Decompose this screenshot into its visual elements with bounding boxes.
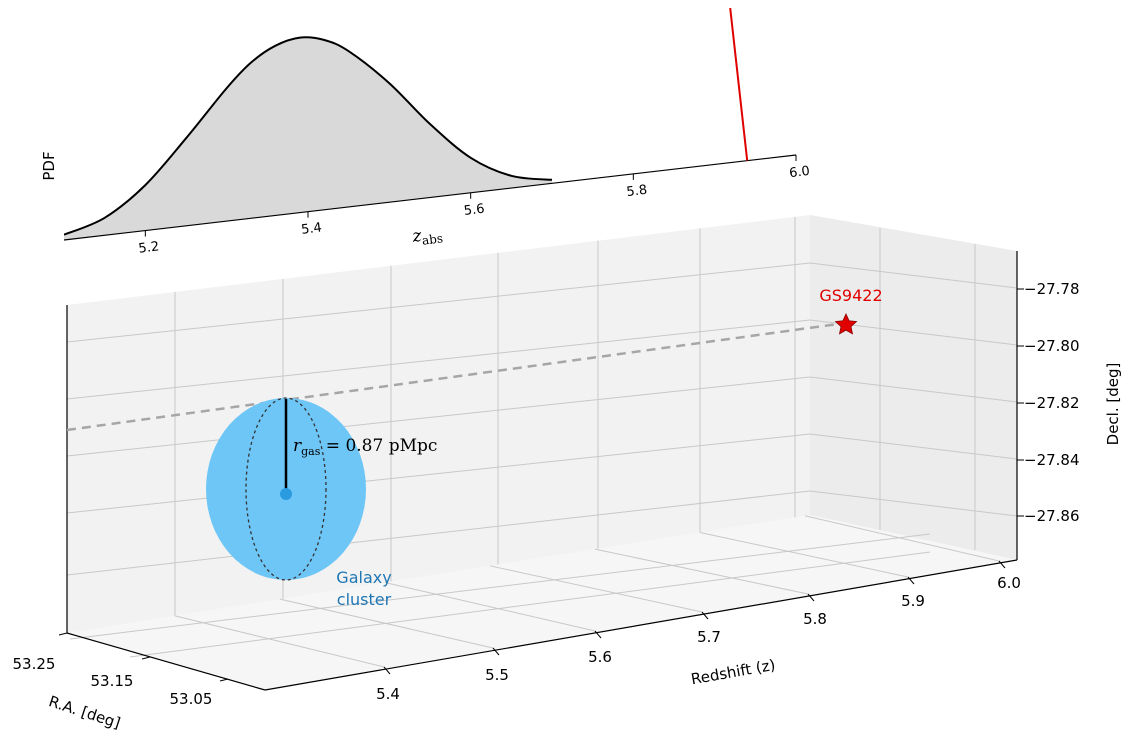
grid-floor-line: [489, 565, 703, 613]
ra-tick: [141, 656, 151, 660]
grid-side-horizontal: [809, 490, 1018, 517]
redshift-tick: [701, 611, 709, 620]
tick-labels: 5.4 5.5 5.6 5.7 5.8 5.9 6.0 53.25 53.15 53.05 −27.…: [13, 280, 1080, 708]
galaxy-label: GS9422: [819, 286, 882, 305]
axis-lines: [66, 251, 1018, 691]
grid-back-horizontal: [66, 262, 811, 343]
redshift-tick-label: 5.4: [376, 685, 400, 703]
redshift-tick-label: 5.5: [485, 666, 509, 684]
zabs-tick-label: 5.6: [463, 202, 485, 219]
galaxy-redshift-line: [729, 7, 749, 161]
pdf-curve: [64, 36, 553, 236]
grid-floor-line: [69, 533, 931, 640]
grid-floor-line: [129, 551, 931, 658]
redshift-tick-label: 5.8: [803, 610, 827, 628]
galaxy-gs9422: GS9422: [819, 286, 883, 335]
ra-tick: [219, 678, 229, 682]
decl-tick-label: −27.78: [1024, 280, 1080, 298]
decl-tick-label: −27.86: [1024, 507, 1080, 525]
grid-side-horizontal: [809, 376, 1018, 403]
cluster-label-line2: cluster: [337, 590, 392, 609]
decl-tick-label: −27.80: [1024, 337, 1080, 355]
zabs-tick-label: 6.0: [788, 164, 810, 181]
zabs-tick-label: 5.4: [300, 220, 322, 237]
pdf-inset: 5.2 5.4 5.6 5.8 6.0 zabs PDF: [40, 7, 811, 257]
grid-back-horizontal: [66, 433, 811, 514]
ra-tick-label: 53.05: [170, 690, 213, 708]
grid-floor-line: [804, 515, 1000, 562]
pane-side: [810, 215, 1017, 560]
redshift-tick: [807, 593, 815, 602]
grid-floor-line: [594, 548, 809, 595]
grid-floor-line: [384, 582, 596, 632]
cluster-meridian: [245, 397, 327, 581]
redshift-tick: [492, 647, 500, 656]
pdf-area: [64, 37, 552, 241]
zabs-axis-title: zabs: [410, 223, 443, 249]
zabs-tick-label: 5.8: [626, 183, 648, 200]
ra-tick-label: 53.15: [91, 672, 134, 690]
decl-axis-title: Decl. [deg]: [1104, 363, 1122, 446]
ra-axis-title: R.A. [deg]: [46, 692, 122, 732]
redshift-tick-label: 5.6: [588, 648, 612, 666]
pdf-axis-title: PDF: [40, 151, 58, 180]
decl-tick-label: −27.82: [1024, 394, 1080, 412]
sightline: [66, 322, 839, 432]
redshift-tick: [594, 630, 602, 639]
redshift-tick-label: 6.0: [997, 574, 1021, 592]
redshift-axis-line: [264, 559, 1018, 691]
cluster-center: [280, 488, 292, 500]
ra-tick-label: 53.25: [13, 655, 56, 673]
grid-back-horizontal: [66, 319, 811, 400]
ra-tick: [58, 632, 68, 636]
grid-back-horizontal: [66, 490, 811, 576]
zabs-axis-line: [63, 154, 797, 241]
redshift-tick: [907, 576, 915, 585]
zabs-tick-label: 5.2: [138, 239, 160, 256]
redshift-tick-label: 5.7: [697, 628, 721, 646]
galaxy-star-icon: [834, 313, 858, 335]
grid-back-horizontal: [66, 376, 811, 457]
zabs-ticks: 5.2 5.4 5.6 5.8 6.0: [138, 155, 811, 257]
redshift-axis-title: Redshift (z): [690, 656, 777, 689]
grid-side-horizontal: [809, 433, 1018, 460]
grid-floor-line: [174, 615, 385, 668]
redshift-tick-label: 5.9: [901, 592, 925, 610]
cluster-label-line1: Galaxy: [336, 568, 391, 587]
redshift-tick: [383, 666, 391, 675]
redshift-tick: [998, 560, 1006, 569]
grid-side-horizontal: [809, 262, 1018, 289]
grid-floor-line: [699, 531, 909, 578]
galaxy-cluster: rgas = 0.87 pMpc Galaxy cluster: [206, 397, 437, 609]
radius-label: rgas = 0.87 pMpc: [293, 436, 437, 458]
ra-axis-line: [66, 632, 266, 691]
decl-tick-label: −27.84: [1024, 451, 1080, 469]
